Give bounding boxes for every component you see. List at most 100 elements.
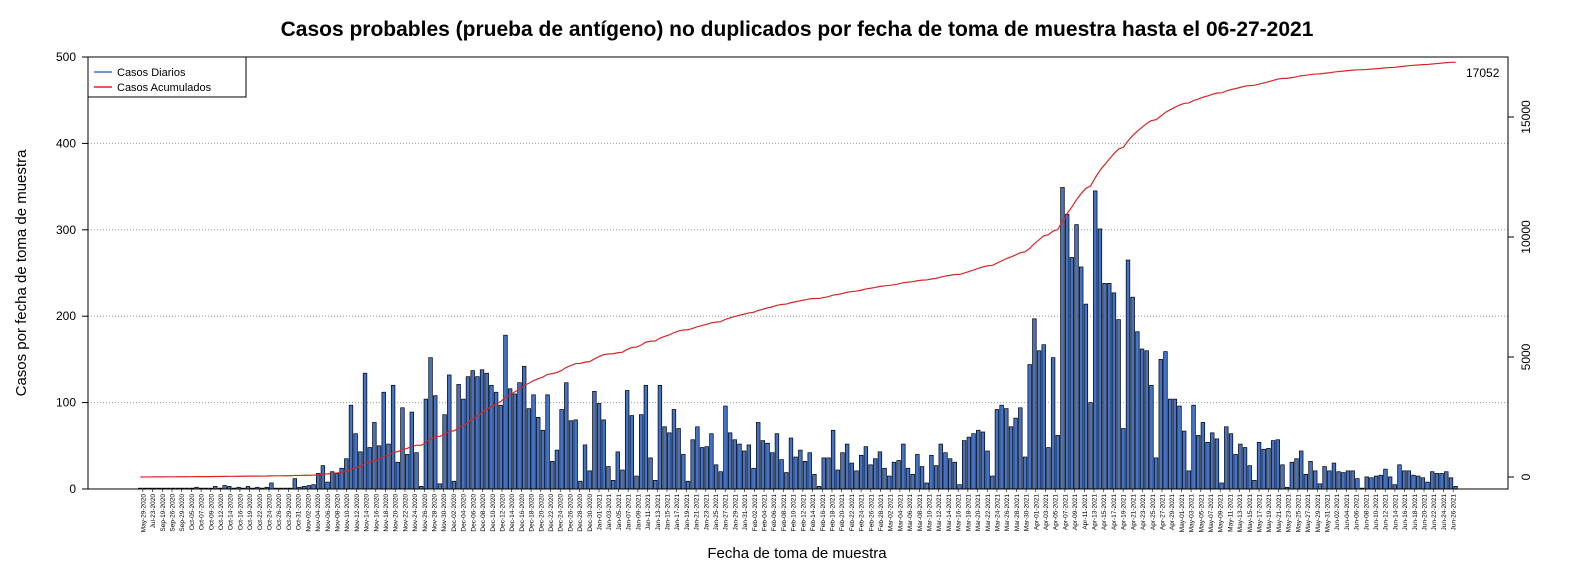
daily-bar bbox=[1064, 213, 1070, 490]
daily-bar bbox=[1275, 439, 1280, 490]
daily-bar bbox=[1036, 350, 1042, 490]
daily-bar bbox=[1032, 318, 1037, 490]
daily-bar bbox=[292, 478, 297, 490]
x-tick-label: Jan-27-2021 bbox=[723, 494, 730, 531]
daily-bar bbox=[812, 473, 817, 490]
x-tick-label: Dec-10-2020 bbox=[490, 494, 497, 532]
daily-bar bbox=[550, 461, 555, 490]
x-tick-label: Nov-22-2020 bbox=[402, 494, 409, 532]
legend: Casos Diarios Casos Acumulados bbox=[87, 56, 247, 98]
x-tick-label: Feb-24-2021 bbox=[859, 494, 866, 532]
daily-bar bbox=[887, 475, 892, 490]
daily-bar bbox=[1079, 266, 1084, 490]
x-tick-label: Nov-02-2020 bbox=[305, 494, 312, 532]
x-tick-label: May-27-2021 bbox=[1305, 494, 1312, 533]
daily-bar bbox=[1046, 447, 1051, 490]
x-tick-label: Jan-23-2021 bbox=[703, 494, 710, 531]
daily-bar bbox=[1270, 440, 1276, 490]
x-tick-label: Dec-18-2020 bbox=[529, 494, 536, 532]
cumulative-line bbox=[140, 61, 1456, 478]
daily-bar bbox=[1102, 283, 1107, 490]
line-layer bbox=[140, 61, 1456, 478]
daily-bar bbox=[1345, 470, 1351, 490]
daily-bar bbox=[807, 452, 812, 490]
daily-bar bbox=[428, 357, 433, 490]
daily-bar bbox=[554, 449, 560, 490]
x-tick-label: Feb-02-2021 bbox=[752, 494, 759, 532]
daily-bar bbox=[634, 475, 639, 490]
daily-bar bbox=[451, 480, 457, 490]
daily-bar bbox=[727, 432, 733, 490]
daily-bar bbox=[723, 405, 728, 490]
x-tick-label: Feb-18-2021 bbox=[829, 494, 836, 532]
daily-bar bbox=[859, 454, 864, 490]
daily-bar bbox=[531, 394, 536, 490]
daily-bar bbox=[685, 480, 691, 490]
daily-bar bbox=[709, 433, 714, 490]
x-tick-label: May-25-2021 bbox=[1295, 494, 1302, 533]
y-tick-label: 300 bbox=[56, 223, 76, 237]
daily-bar bbox=[1163, 351, 1168, 490]
daily-bar bbox=[1317, 483, 1323, 490]
x-tick-label: Mar-04-2021 bbox=[897, 494, 904, 532]
x-tick-label: Nov-14-2020 bbox=[364, 494, 371, 532]
daily-bar bbox=[882, 467, 887, 490]
daily-bar bbox=[372, 422, 377, 490]
daily-bar bbox=[770, 452, 775, 490]
daily-bar bbox=[844, 443, 850, 490]
daily-bar bbox=[1013, 417, 1018, 490]
daily-bar bbox=[390, 384, 396, 490]
daily-bar bbox=[1448, 477, 1454, 490]
daily-bar bbox=[933, 465, 939, 490]
daily-bar bbox=[1083, 303, 1089, 490]
y2-tick-label: 5000 bbox=[1519, 343, 1533, 370]
daily-bar bbox=[943, 452, 948, 490]
daily-bar bbox=[564, 382, 569, 490]
daily-bar bbox=[1158, 359, 1163, 490]
daily-bar bbox=[1308, 461, 1313, 490]
daily-bar bbox=[367, 447, 372, 490]
x-tick-label: May-23-2021 bbox=[1286, 494, 1293, 533]
daily-bar bbox=[1219, 482, 1224, 490]
x-tick-label: Dec-02-2020 bbox=[451, 494, 458, 532]
x-tick-label: Feb-06-2021 bbox=[771, 494, 778, 532]
daily-bar bbox=[353, 433, 358, 490]
y-tick-label: 0 bbox=[69, 482, 76, 496]
daily-bar bbox=[1228, 433, 1234, 490]
x-tick-label: Feb-04-2021 bbox=[762, 494, 769, 532]
daily-bar bbox=[222, 485, 227, 490]
daily-bar bbox=[1256, 441, 1262, 490]
daily-bar bbox=[536, 416, 541, 490]
y2-tick-label: 10000 bbox=[1519, 220, 1533, 254]
x-tick-label: Dec-16-2020 bbox=[519, 494, 526, 532]
x-tick-label: May-01-2021 bbox=[1179, 494, 1186, 533]
x-tick-label: Dec-04-2020 bbox=[461, 494, 468, 532]
daily-bar bbox=[1135, 331, 1140, 490]
daily-bar bbox=[1350, 470, 1355, 490]
daily-bar bbox=[479, 369, 485, 490]
x-tick-label: Oct-14-2020 bbox=[228, 494, 235, 531]
daily-bar bbox=[395, 461, 400, 490]
daily-bar bbox=[901, 443, 906, 490]
daily-bar bbox=[610, 480, 616, 490]
x-tick-label: Mar-24-2021 bbox=[994, 494, 1001, 532]
x-tick-label: Jan-21-2021 bbox=[694, 494, 701, 531]
daily-bar bbox=[1252, 480, 1257, 490]
daily-bar bbox=[437, 483, 443, 490]
x-tick-label: Dec-08-2020 bbox=[480, 494, 487, 532]
daily-bar bbox=[624, 390, 630, 490]
daily-bar bbox=[1111, 292, 1117, 490]
daily-bar bbox=[362, 372, 368, 490]
x-tick-label: Mar-10-2021 bbox=[927, 494, 934, 532]
daily-bar bbox=[1289, 461, 1295, 490]
daily-bar bbox=[1107, 283, 1112, 490]
x-tick-label: Apr-29-2021 bbox=[1169, 494, 1176, 531]
daily-bar bbox=[409, 411, 415, 490]
x-tick-label: May-21-2021 bbox=[1276, 494, 1283, 533]
x-tick-label: Oct-05-2020 bbox=[189, 494, 196, 531]
daily-bar bbox=[1181, 430, 1187, 490]
daily-bar bbox=[498, 404, 503, 490]
daily-bar bbox=[1336, 471, 1341, 490]
daily-bar bbox=[1121, 428, 1126, 490]
x-tick-label: May-15-2021 bbox=[1247, 494, 1254, 533]
